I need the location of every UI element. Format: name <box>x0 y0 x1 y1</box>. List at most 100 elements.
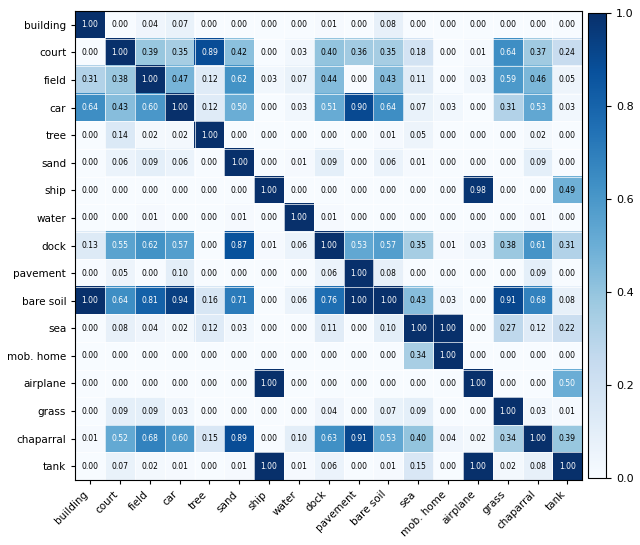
Text: 0.00: 0.00 <box>469 103 486 112</box>
Text: 0.00: 0.00 <box>201 186 218 195</box>
Text: 0.10: 0.10 <box>380 324 397 333</box>
Text: 0.00: 0.00 <box>260 269 278 277</box>
Text: 0.00: 0.00 <box>201 407 218 416</box>
Text: 1.00: 1.00 <box>559 462 576 471</box>
Text: 0.00: 0.00 <box>231 407 248 416</box>
Text: 0.14: 0.14 <box>111 131 129 140</box>
Text: 1.00: 1.00 <box>260 462 278 471</box>
Text: 0.40: 0.40 <box>410 434 427 443</box>
Text: 0.35: 0.35 <box>410 241 427 250</box>
Text: 0.09: 0.09 <box>529 269 546 277</box>
Text: 0.00: 0.00 <box>320 131 337 140</box>
Text: 0.00: 0.00 <box>231 352 248 360</box>
Text: 0.00: 0.00 <box>350 352 367 360</box>
Text: 0.00: 0.00 <box>440 75 456 84</box>
Text: 0.64: 0.64 <box>111 296 129 305</box>
Text: 0.03: 0.03 <box>171 407 188 416</box>
Text: 0.00: 0.00 <box>440 158 456 167</box>
Text: 0.00: 0.00 <box>320 352 337 360</box>
Text: 0.00: 0.00 <box>380 379 397 388</box>
Text: 0.01: 0.01 <box>231 462 248 471</box>
Text: 0.00: 0.00 <box>231 20 248 29</box>
Text: 0.00: 0.00 <box>559 214 576 222</box>
Text: 0.01: 0.01 <box>410 158 427 167</box>
Text: 0.57: 0.57 <box>380 241 397 250</box>
Text: 0.00: 0.00 <box>291 379 307 388</box>
Text: 0.03: 0.03 <box>260 75 278 84</box>
Text: 0.00: 0.00 <box>82 352 99 360</box>
Text: 0.00: 0.00 <box>469 131 486 140</box>
Text: 0.09: 0.09 <box>141 407 158 416</box>
Text: 0.00: 0.00 <box>499 158 516 167</box>
Text: 1.00: 1.00 <box>231 158 248 167</box>
Text: 1.00: 1.00 <box>410 324 427 333</box>
Text: 0.00: 0.00 <box>320 186 337 195</box>
Text: 1.00: 1.00 <box>380 296 397 305</box>
Text: 0.09: 0.09 <box>320 158 337 167</box>
Text: 0.00: 0.00 <box>260 131 278 140</box>
Text: 0.94: 0.94 <box>171 296 188 305</box>
Text: 1.00: 1.00 <box>260 379 278 388</box>
Text: 0.03: 0.03 <box>440 103 456 112</box>
Text: 0.00: 0.00 <box>141 352 158 360</box>
Text: 0.00: 0.00 <box>260 20 278 29</box>
Text: 0.07: 0.07 <box>380 407 397 416</box>
Text: 0.00: 0.00 <box>469 214 486 222</box>
Text: 1.00: 1.00 <box>350 269 367 277</box>
Text: 0.04: 0.04 <box>440 434 456 443</box>
Text: 0.09: 0.09 <box>141 158 158 167</box>
Text: 0.07: 0.07 <box>171 20 188 29</box>
Text: 0.15: 0.15 <box>410 462 427 471</box>
Text: 0.24: 0.24 <box>559 48 576 57</box>
Text: 0.16: 0.16 <box>201 296 218 305</box>
Text: 0.02: 0.02 <box>529 131 546 140</box>
Text: 0.00: 0.00 <box>350 462 367 471</box>
Text: 0.98: 0.98 <box>469 186 486 195</box>
Text: 0.00: 0.00 <box>440 20 456 29</box>
Text: 0.53: 0.53 <box>350 241 367 250</box>
Text: 0.35: 0.35 <box>171 48 188 57</box>
Text: 0.90: 0.90 <box>350 103 367 112</box>
Text: 0.00: 0.00 <box>291 186 307 195</box>
Text: 0.27: 0.27 <box>499 324 516 333</box>
Text: 0.00: 0.00 <box>260 48 278 57</box>
Text: 0.08: 0.08 <box>111 324 129 333</box>
Text: 0.64: 0.64 <box>499 48 516 57</box>
Text: 0.00: 0.00 <box>231 186 248 195</box>
Text: 0.47: 0.47 <box>171 75 188 84</box>
Text: 0.61: 0.61 <box>529 241 546 250</box>
Text: 0.01: 0.01 <box>380 462 397 471</box>
Text: 0.00: 0.00 <box>291 407 307 416</box>
Text: 0.18: 0.18 <box>410 48 427 57</box>
Text: 0.01: 0.01 <box>559 407 576 416</box>
Text: 0.02: 0.02 <box>171 324 188 333</box>
Text: 0.05: 0.05 <box>111 269 129 277</box>
Text: 0.00: 0.00 <box>469 296 486 305</box>
Text: 0.00: 0.00 <box>141 186 158 195</box>
Text: 0.00: 0.00 <box>440 269 456 277</box>
Text: 0.36: 0.36 <box>350 48 367 57</box>
Text: 0.39: 0.39 <box>141 48 158 57</box>
Text: 1.00: 1.00 <box>82 20 99 29</box>
Text: 0.31: 0.31 <box>82 75 99 84</box>
Text: 0.53: 0.53 <box>529 103 546 112</box>
Text: 1.00: 1.00 <box>171 103 188 112</box>
Text: 0.01: 0.01 <box>320 214 337 222</box>
Text: 0.01: 0.01 <box>141 214 158 222</box>
Text: 0.00: 0.00 <box>410 269 427 277</box>
Text: 0.43: 0.43 <box>111 103 129 112</box>
Text: 0.00: 0.00 <box>171 186 188 195</box>
Text: 0.68: 0.68 <box>141 434 158 443</box>
Text: 0.00: 0.00 <box>440 214 456 222</box>
Text: 0.01: 0.01 <box>231 214 248 222</box>
Text: 0.35: 0.35 <box>380 48 397 57</box>
Text: 0.00: 0.00 <box>499 20 516 29</box>
Text: 0.00: 0.00 <box>260 352 278 360</box>
Text: 0.00: 0.00 <box>82 324 99 333</box>
Text: 0.04: 0.04 <box>320 407 337 416</box>
Text: 0.09: 0.09 <box>111 407 129 416</box>
Text: 0.00: 0.00 <box>291 269 307 277</box>
Text: 0.44: 0.44 <box>320 75 337 84</box>
Text: 1.00: 1.00 <box>529 434 546 443</box>
Text: 0.00: 0.00 <box>201 352 218 360</box>
